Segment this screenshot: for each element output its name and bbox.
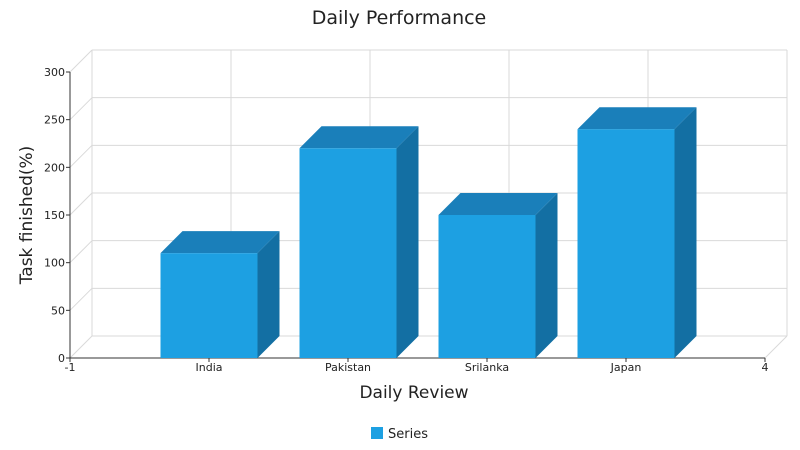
gridline-diagonal [69, 335, 93, 359]
gridline-diagonal [69, 144, 93, 168]
bar-srilanka [438, 193, 558, 358]
gridline-diagonal [69, 49, 93, 73]
bar-front [299, 148, 397, 358]
bar-top [438, 193, 558, 215]
bar-top [299, 126, 419, 149]
bar-side [535, 193, 558, 358]
bar-japan [577, 107, 697, 358]
gridline-diagonal [69, 192, 93, 216]
x-tick-label: -1 [65, 361, 76, 374]
bar-side [674, 107, 697, 358]
bars [160, 107, 697, 359]
x-tick-label: Srilanka [465, 361, 509, 374]
tick-labels: 0 50 100 150 200 250 300 -1 India Pakistan Srilank… [44, 66, 769, 374]
bar-front [160, 253, 258, 358]
floor-edge-right [764, 335, 788, 359]
legend: Series [371, 427, 428, 442]
bar-pakistan [299, 126, 419, 359]
y-tick-label: 250 [44, 114, 65, 127]
chart-title: Daily Performance [312, 7, 487, 29]
x-tick-label: Japan [610, 361, 642, 374]
y-tick-label: 50 [51, 304, 65, 317]
bar-side [396, 126, 419, 359]
legend-swatch [371, 427, 383, 439]
bar-side [257, 231, 280, 358]
bar-top [577, 107, 697, 130]
x-tick-label: India [196, 361, 223, 374]
y-axis-title: Task finished(%) [17, 146, 37, 286]
y-tick-label: 300 [44, 66, 65, 79]
gridline-diagonal [69, 240, 93, 264]
y-tick-label: 200 [44, 161, 65, 174]
x-tick-label: 4 [762, 361, 769, 374]
gridline-diagonal [69, 97, 93, 121]
y-tick-label: 150 [44, 209, 65, 222]
x-tick-label: Pakistan [325, 361, 371, 374]
bar-front [438, 215, 536, 358]
y-tick-label: 0 [58, 352, 65, 365]
bar-top [160, 231, 280, 254]
gridline-diagonal [69, 287, 93, 311]
legend-label: Series [388, 427, 428, 442]
bar-india [160, 231, 280, 358]
x-axis-title: Daily Review [359, 383, 468, 403]
bar-front [577, 129, 675, 358]
y-tick-label: 100 [44, 257, 65, 270]
